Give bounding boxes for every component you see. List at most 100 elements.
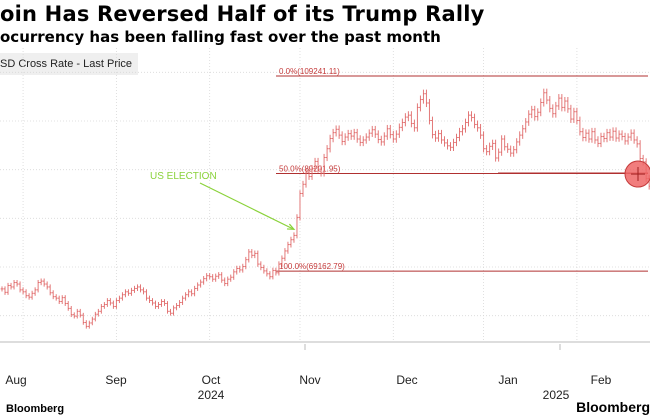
price-bar (488, 142, 492, 156)
price-bar (96, 308, 100, 317)
price-bar (21, 287, 25, 295)
price-bar (211, 274, 215, 282)
price-bar (124, 289, 127, 298)
year-tick-label: 2024 (198, 388, 225, 402)
price-bar (617, 130, 621, 142)
price-bar (217, 272, 221, 279)
price-bar (500, 135, 504, 156)
price-bar (262, 264, 266, 274)
price-bar (75, 308, 79, 319)
price-bar (542, 88, 546, 107)
price-bar (388, 124, 392, 139)
price-bar (238, 265, 242, 273)
month-tick-label: Dec (396, 373, 417, 387)
price-bar (560, 94, 564, 112)
price-bar (190, 289, 194, 297)
price-bar (105, 298, 109, 307)
price-bar (476, 120, 479, 132)
price-bar (205, 273, 209, 282)
price-bar (87, 320, 91, 329)
price-bar (30, 290, 34, 300)
price-bar (114, 298, 118, 309)
price-bar (572, 107, 576, 123)
price-bar (187, 289, 191, 298)
price-bar (491, 139, 495, 150)
price-bar (181, 295, 184, 305)
current-price-marker (624, 160, 650, 188)
price-bar (244, 256, 248, 270)
annotation-label: US ELECTION (150, 171, 217, 182)
price-bar (265, 268, 269, 277)
price-bar (334, 125, 338, 137)
price-bar (440, 129, 443, 144)
price-bar (292, 232, 296, 243)
chart-title: oin Has Reversed Half of its Trump Rally (0, 2, 485, 26)
price-bar (361, 136, 365, 147)
price-bar (539, 98, 543, 117)
price-bar (536, 108, 540, 121)
annotation-arrow-line (199, 182, 295, 230)
price-bar (415, 103, 419, 132)
month-tick-label: Aug (5, 373, 26, 387)
price-bar (208, 273, 212, 280)
price-bar (343, 133, 347, 146)
price-bar (379, 135, 383, 146)
price-bar (337, 125, 341, 139)
price-bar (223, 277, 227, 287)
price-bar (48, 284, 52, 296)
price-bar (340, 131, 344, 146)
price-bar (503, 135, 507, 151)
price-bar (322, 153, 326, 177)
price-bar (268, 271, 272, 280)
price-bar (78, 308, 82, 318)
price-bar (587, 129, 591, 143)
fib-label: 50.0%(89201.95) (279, 165, 341, 174)
price-bar (259, 261, 263, 271)
price-bar (623, 132, 627, 145)
price-bar (418, 95, 422, 112)
price-bar (0, 286, 4, 292)
month-tick-label: Feb (591, 373, 612, 387)
price-bar (485, 145, 489, 156)
price-bar (45, 281, 49, 290)
price-bar (406, 111, 410, 122)
price-bar (364, 133, 368, 144)
price-bar (394, 130, 398, 143)
price-bar (33, 287, 37, 296)
price-bar (121, 292, 124, 301)
price-bar (277, 261, 281, 276)
price-bar (3, 286, 7, 295)
price-bar (310, 165, 314, 180)
price-bar (521, 124, 525, 139)
price-bar (9, 282, 13, 290)
price-bar (133, 285, 136, 293)
chart-subtitle: ocurrency has been falling fast over the… (0, 28, 441, 46)
price-bar (620, 130, 624, 141)
price-bar (376, 130, 380, 144)
fib-label: 0.0%(109241.11) (279, 67, 340, 76)
price-bar (12, 279, 16, 290)
price-bar (482, 131, 485, 153)
price-bar (117, 295, 121, 304)
price-bar (346, 129, 350, 141)
price-bar (142, 287, 145, 295)
price-bar (554, 101, 558, 118)
price-bar (512, 146, 516, 157)
price-bar (57, 295, 61, 305)
price-bar (629, 129, 633, 141)
price-bar (229, 274, 233, 282)
price-bar (63, 295, 67, 306)
month-tick-label: Oct (202, 373, 221, 387)
price-bar (289, 236, 293, 248)
price-bar (36, 279, 40, 293)
price-bar (349, 129, 353, 140)
price-bar (458, 127, 461, 142)
price-bar (382, 132, 386, 146)
price-bar (608, 128, 612, 141)
price-bar (184, 292, 188, 301)
month-tick-label: Sep (105, 373, 127, 387)
price-bar (467, 111, 470, 127)
price-bar (548, 96, 552, 113)
price-bar (602, 132, 606, 143)
price-bar (626, 133, 630, 145)
